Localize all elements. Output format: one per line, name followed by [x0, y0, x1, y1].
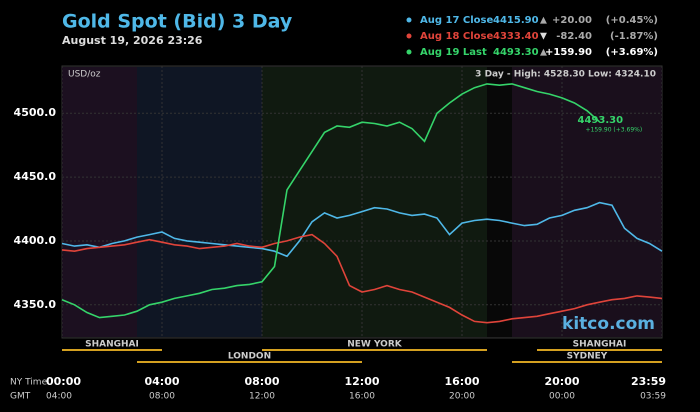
- gmt-tick-label: 16:00: [349, 392, 375, 402]
- legend-name: Aug 18 Close: [420, 31, 493, 42]
- gmt-tick-label: 08:00: [149, 392, 175, 402]
- session-bar: [537, 349, 662, 351]
- y-tick-label: 4450.0: [14, 170, 57, 183]
- series-line: [61, 201, 663, 258]
- last-price: 4493.30: [578, 115, 624, 126]
- legend-change: +20.00: [552, 15, 592, 26]
- session-band: [512, 67, 662, 337]
- legend-change-pct: (+0.45%): [606, 15, 658, 26]
- y-tick-label: 4500.0: [14, 106, 57, 119]
- session-band: [262, 67, 487, 337]
- session-label: SHANGHAI: [573, 340, 627, 350]
- chart-subtitle: August 19, 2026 23:26: [62, 34, 203, 47]
- row-label: GMT: [10, 392, 31, 402]
- session-label: SYDNEY: [567, 352, 608, 362]
- x-tick-label: 12:00: [344, 375, 379, 388]
- x-tick-label: 20:00: [544, 375, 579, 388]
- y-tick-label: 4350.0: [14, 298, 57, 311]
- session-bar: [512, 361, 662, 363]
- watermark: kitco.com: [562, 314, 655, 334]
- legend-close: 4415.90: [493, 15, 539, 26]
- legend-dot: [406, 49, 412, 55]
- session-label: SHANGHAI: [85, 340, 139, 350]
- row-label: NY Time: [10, 378, 48, 388]
- range-label: 3 Day - High: 4528.30 Low: 4324.10: [475, 70, 656, 80]
- y-tick-label: 4400.0: [14, 234, 57, 247]
- chart-title: Gold Spot (Bid) 3 Day: [62, 11, 293, 33]
- x-tick-label: 08:00: [244, 375, 279, 388]
- session-band: [62, 67, 137, 337]
- legend-arrow: ▲: [540, 16, 547, 26]
- gmt-tick-label: 03:59: [640, 392, 666, 402]
- unit-label: USD/oz: [68, 70, 101, 80]
- gmt-tick-label: 04:00: [46, 392, 72, 402]
- session-band: [137, 67, 262, 337]
- legend-close: 4333.40: [493, 31, 539, 42]
- series-line: [61, 83, 601, 319]
- legend-arrow: ▼: [540, 32, 547, 42]
- legend-name: Aug 17 Close: [420, 15, 493, 26]
- gmt-tick-label: 12:00: [249, 392, 275, 402]
- session-band: [487, 67, 512, 337]
- session-bar: [137, 361, 362, 363]
- x-tick-label: 00:00: [46, 375, 81, 388]
- legend-name: Aug 19 Last: [420, 47, 487, 58]
- last-change: +159.90 (+3.69%): [586, 126, 643, 133]
- legend-change-pct: (+3.69%): [606, 47, 658, 58]
- gmt-tick-label: 20:00: [449, 392, 475, 402]
- session-bar: [62, 349, 162, 351]
- legend-change-pct: (-1.87%): [610, 31, 658, 42]
- legend-change: +159.90: [545, 47, 592, 58]
- legend-dot: [406, 17, 412, 23]
- session-label: NEW YORK: [347, 340, 403, 350]
- gmt-tick-label: 00:00: [549, 392, 575, 402]
- x-tick-label: 04:00: [144, 375, 179, 388]
- series-line: [61, 233, 663, 324]
- legend-dot: [406, 33, 412, 39]
- session-bar: [262, 349, 487, 351]
- legend-close: 4493.30: [493, 47, 539, 58]
- legend-arrow: ▲: [540, 48, 547, 58]
- x-tick-label: 23:59: [631, 375, 666, 388]
- x-tick-label: 16:00: [444, 375, 479, 388]
- session-label: LONDON: [228, 352, 271, 362]
- legend-change: -82.40: [556, 31, 592, 42]
